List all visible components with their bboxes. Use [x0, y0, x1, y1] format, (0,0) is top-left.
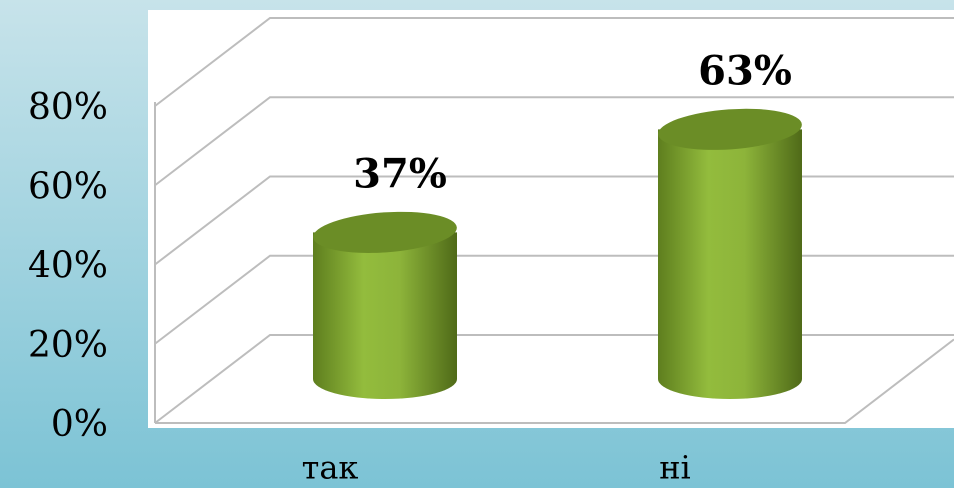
x-tick-label: так: [302, 449, 359, 487]
y-tick-label: 20%: [28, 325, 108, 366]
data-label: 63%: [698, 47, 792, 94]
grid-line: [154, 17, 954, 107]
y-tick-label: 0%: [51, 404, 108, 445]
bar: [313, 232, 457, 399]
x-tick-label: ні: [659, 449, 691, 487]
y-tick-label: 80%: [28, 87, 108, 128]
bar-top: [658, 108, 802, 150]
plot-area: [148, 10, 954, 428]
y-tick-label: 40%: [28, 246, 108, 287]
bar-top: [313, 211, 457, 253]
grid-line: [154, 96, 954, 187]
bar: [658, 129, 802, 400]
y-tick-label: 60%: [28, 166, 108, 207]
floor-edge: [155, 338, 954, 424]
data-label: 37%: [353, 150, 447, 197]
